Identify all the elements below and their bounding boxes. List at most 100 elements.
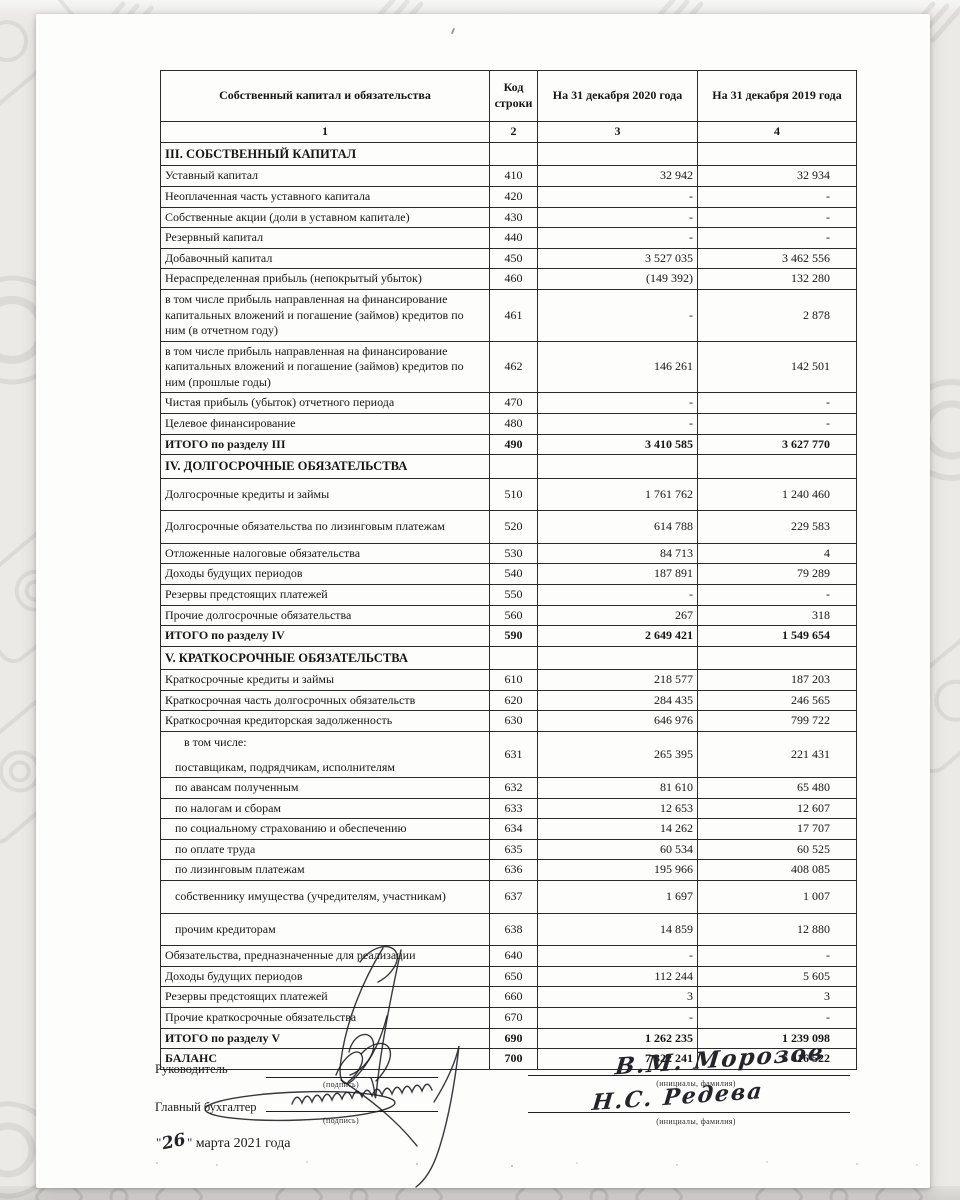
section-label: III. СОБСТВЕННЫЙ КАПИТАЛ [160,141,490,167]
row-label: Долгосрочные кредиты и займы [160,477,490,512]
row-code: 638 [489,912,538,947]
director-name-line [528,1075,850,1076]
scan-noise [156,1162,158,1164]
row-code: 520 [489,510,538,544]
row-value-2020: 32 942 [537,165,698,187]
row-value-2019: - [697,206,857,229]
document-page: Собственный капитал и обязательства Код … [36,14,930,1188]
row-value-2020: (149 392) [537,268,698,290]
row-value-2019: 3 627 770 [697,433,857,456]
table-row: Неоплаченная часть уставного капитала 420… [160,185,857,208]
row-value-2020: 14 859 [537,912,698,947]
row-code: 550 [489,584,538,606]
row-label: в том числе: поставщикам, подрядчикам, ис… [160,730,490,779]
row-value-2020: - [537,413,698,435]
row-code: 690 [489,1027,538,1050]
row-value-2019: - [697,1007,857,1029]
row-code: 633 [489,797,538,820]
row-code [489,645,538,671]
row-code: 620 [489,689,538,712]
row-value-2020: 187 891 [537,563,698,585]
date-text: марта 2021 года [195,1136,291,1151]
row-code: 590 [489,625,538,647]
table-row: по авансам полученным 632 81 610 65 480 [160,777,857,799]
row-code: 670 [489,1007,538,1029]
section-label: V. КРАТКОСРОЧНЫЕ ОБЯЗАТЕЛЬСТВА [160,645,490,671]
row-value-2019: 799 722 [697,710,857,732]
row-value-2019: 6 416 522 [697,1048,857,1070]
row-value-2019: 1 240 460 [697,477,857,512]
row-value-2019: 65 480 [697,777,857,799]
row-label: по налогам и сборам [160,797,490,820]
background-top-band [0,0,960,15]
row-label: по оплате труда [160,838,490,861]
table-row: ИТОГО по разделу III 490 3 410 585 3 627 77… [160,433,857,456]
row-code: 470 [489,392,538,415]
row-value-2019: 246 565 [697,689,857,712]
table-row: БАЛАНС 700 7 322 241 6 416 522 [160,1048,857,1070]
row-code: 480 [489,413,538,435]
row-value-2019: 4 [697,542,857,565]
table-header-row: Собственный капитал и обязательства Код … [160,70,857,122]
row-code: 636 [489,859,538,882]
row-value-2020: - [537,206,698,229]
accountant-label: Главный бухгалтер [155,1100,257,1114]
column-number-row: 1 2 3 4 [160,121,857,143]
row-code: 460 [489,268,538,290]
row-code: 630 [489,710,538,732]
row-label: собственнику имущества (учредителям, уча… [160,880,490,914]
row-code: 635 [489,838,538,861]
row-value-2019: - [697,185,857,208]
table-row: Доходы будущих периодов 650 112 244 5 605 [160,965,857,988]
row-label: прочим кредиторам [160,912,490,947]
background-bottom-band [0,1186,960,1200]
row-value-2020: 265 395 [537,730,698,779]
row-value-2019: 60 525 [697,838,857,861]
row-value-2019: 229 583 [697,510,857,544]
row-value-2019: 5 605 [697,965,857,988]
row-value-2020: 84 713 [537,542,698,565]
row-value-2019: 408 085 [697,859,857,882]
row-code [489,141,538,167]
row-value-2019: 79 289 [697,563,857,585]
row-value-2019 [697,454,857,479]
row-value-2019: 3 [697,986,857,1009]
row-code: 650 [489,965,538,988]
colnum-2: 2 [489,121,538,143]
row-value-2020: - [537,185,698,208]
scan-speck [450,27,456,35]
row-code: 462 [489,340,538,394]
row-value-2020 [537,645,698,671]
row-value-2020: 3 527 035 [537,247,698,270]
row-code: 461 [489,288,538,342]
row-value-2019: 221 431 [697,730,857,779]
table-row: по налогам и сборам 633 12 653 12 607 [160,797,857,820]
table-row: по оплате труда 635 60 534 60 525 [160,838,857,861]
row-label: Неоплаченная часть уставного капитала [160,185,490,208]
row-value-2020: - [537,584,698,606]
table-row: Краткосрочные кредиты и займы 610 218 577 1… [160,669,857,691]
row-code: 430 [489,206,538,229]
row-value-2019: 32 934 [697,165,857,187]
row-label: ИТОГО по разделу III [160,433,490,456]
row-label: Доходы будущих периодов [160,563,490,585]
row-value-2020: - [537,945,698,967]
header-indicator: Собственный капитал и обязательства [160,70,490,122]
row-value-2019: 12 607 [697,797,857,820]
row-code: 510 [489,477,538,512]
row-value-2019: 187 203 [697,669,857,691]
table-row: Целевое финансирование 480- - [160,413,857,435]
row-code: 631 [489,730,538,779]
row-value-2020: 267 [537,604,698,627]
row-label: по лизинговым платежам [160,859,490,882]
row-label: Долгосрочные обязательства по лизинговым… [160,510,490,544]
row-value-2020: 1 761 762 [537,477,698,512]
row-label: ИТОГО по разделу IV [160,625,490,647]
balance-table-body: III. СОБСТВЕННЫЙ КАПИТАЛ Уставный капитал… [160,141,857,1070]
row-value-2019: - [697,945,857,967]
row-value-2020: 112 244 [537,965,698,988]
row-label: Целевое финансирование [160,413,490,435]
row-label: Резервы предстоящих платежей [160,584,490,606]
row-value-2020 [537,454,698,479]
row-value-2020: 60 534 [537,838,698,861]
